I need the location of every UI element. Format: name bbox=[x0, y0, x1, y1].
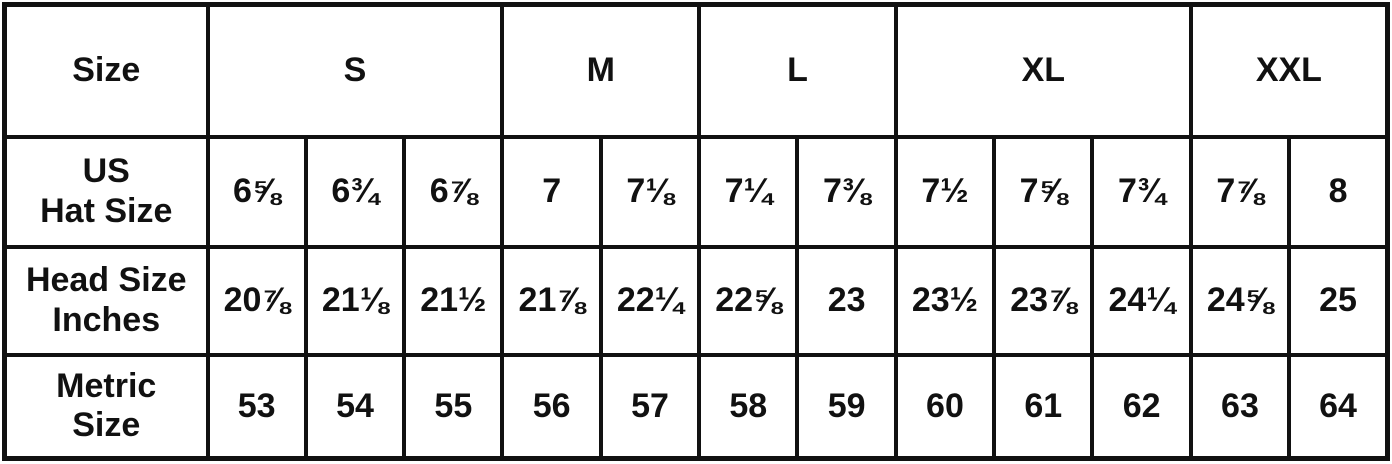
row-header-us-hat-size: US Hat Size bbox=[2, 134, 210, 249]
size-group-m: M bbox=[500, 2, 702, 139]
table-cell: 7⅛ bbox=[598, 134, 702, 249]
table-cell: 7⅝ bbox=[992, 134, 1095, 249]
table-cell: 62 bbox=[1090, 352, 1193, 461]
table-cell: 21⅞ bbox=[500, 244, 603, 357]
table-cell: 57 bbox=[598, 352, 702, 461]
corner-header-size: Size bbox=[2, 2, 210, 139]
metric-size-row: Metric Size 53 54 55 56 57 58 59 60 61 6… bbox=[2, 352, 1390, 461]
table-cell: 24⅝ bbox=[1188, 244, 1292, 357]
table-cell: 7 bbox=[500, 134, 603, 249]
row-header-line: Hat Size bbox=[40, 191, 173, 230]
table-cell: 24¼ bbox=[1090, 244, 1193, 357]
table-cell: 22⅝ bbox=[697, 244, 800, 357]
row-header-line: Size bbox=[72, 406, 141, 445]
table-cell: 6¾ bbox=[303, 134, 407, 249]
size-group-xxl: XXL bbox=[1188, 2, 1390, 139]
table-cell: 25 bbox=[1287, 244, 1390, 357]
table-cell: 22¼ bbox=[598, 244, 702, 357]
size-group-l: L bbox=[697, 2, 898, 139]
table-cell: 21⅛ bbox=[303, 244, 407, 357]
table-cell: 7¼ bbox=[697, 134, 800, 249]
row-header-line: Metric bbox=[56, 367, 157, 406]
table-cell: 61 bbox=[992, 352, 1095, 461]
table-cell: 23⅞ bbox=[992, 244, 1095, 357]
row-header-metric-size: Metric Size bbox=[2, 352, 210, 461]
table-cell: 23½ bbox=[893, 244, 997, 357]
size-group-row: Size S M L XL XXL bbox=[2, 2, 1390, 139]
table-cell: 54 bbox=[303, 352, 407, 461]
row-header-line: US bbox=[82, 152, 130, 191]
table-cell: 64 bbox=[1287, 352, 1390, 461]
table-cell: 7¾ bbox=[1090, 134, 1193, 249]
table-cell: 7½ bbox=[893, 134, 997, 249]
table-cell: 6⅞ bbox=[402, 134, 505, 249]
table-cell: 63 bbox=[1188, 352, 1292, 461]
table-cell: 7⅜ bbox=[795, 134, 898, 249]
table-cell: 7⅞ bbox=[1188, 134, 1292, 249]
size-group-xl: XL bbox=[893, 2, 1193, 139]
size-group-s: S bbox=[205, 2, 505, 139]
table-cell: 59 bbox=[795, 352, 898, 461]
table-cell: 55 bbox=[402, 352, 505, 461]
table-cell: 58 bbox=[697, 352, 800, 461]
row-header-line: Head Size bbox=[25, 261, 187, 300]
table-cell: 23 bbox=[795, 244, 898, 357]
row-header-head-size-inches: Head Size Inches bbox=[2, 244, 210, 357]
table-cell: 56 bbox=[500, 352, 603, 461]
table-cell: 53 bbox=[205, 352, 308, 461]
table-cell: 8 bbox=[1287, 134, 1390, 249]
us-hat-size-row: US Hat Size 6⅝ 6¾ 6⅞ 7 7⅛ 7¼ 7⅜ 7½ 7⅝ 7¾… bbox=[2, 134, 1390, 249]
table-cell: 60 bbox=[893, 352, 997, 461]
table-cell: 21½ bbox=[402, 244, 505, 357]
row-header-line: Inches bbox=[52, 300, 161, 339]
table-cell: 6⅝ bbox=[205, 134, 308, 249]
head-size-inches-row: Head Size Inches 20⅞ 21⅛ 21½ 21⅞ 22¼ 22⅝… bbox=[2, 244, 1390, 357]
table-cell: 20⅞ bbox=[205, 244, 308, 357]
